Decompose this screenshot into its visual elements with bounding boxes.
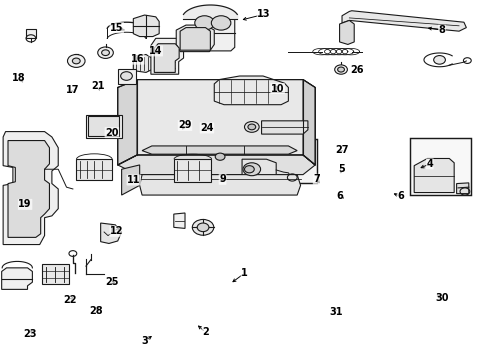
Polygon shape xyxy=(133,15,159,37)
Circle shape xyxy=(67,54,85,67)
Text: 6: 6 xyxy=(396,191,403,201)
Text: 30: 30 xyxy=(434,293,448,303)
Polygon shape xyxy=(173,213,184,228)
Text: 24: 24 xyxy=(200,123,213,133)
Circle shape xyxy=(197,223,208,231)
Text: 28: 28 xyxy=(89,306,102,316)
Polygon shape xyxy=(214,76,288,105)
Polygon shape xyxy=(303,80,315,165)
Circle shape xyxy=(194,16,214,30)
Polygon shape xyxy=(238,139,316,183)
Text: 15: 15 xyxy=(110,23,123,33)
Text: 3: 3 xyxy=(141,336,147,346)
Polygon shape xyxy=(86,115,122,138)
Text: 21: 21 xyxy=(91,81,105,91)
Polygon shape xyxy=(42,264,69,284)
Polygon shape xyxy=(140,175,300,195)
Polygon shape xyxy=(151,39,183,74)
Polygon shape xyxy=(118,155,315,175)
Circle shape xyxy=(243,163,260,176)
Text: 26: 26 xyxy=(349,64,363,75)
Text: 7: 7 xyxy=(313,174,319,184)
Text: 9: 9 xyxy=(219,174,225,184)
Polygon shape xyxy=(173,159,211,182)
Polygon shape xyxy=(101,223,122,243)
Text: 20: 20 xyxy=(105,128,119,138)
Polygon shape xyxy=(1,268,32,289)
Polygon shape xyxy=(341,11,466,31)
Circle shape xyxy=(337,67,344,72)
Polygon shape xyxy=(76,159,112,180)
Circle shape xyxy=(247,124,255,130)
Text: 4: 4 xyxy=(426,159,432,169)
Circle shape xyxy=(211,16,230,30)
Polygon shape xyxy=(195,17,234,51)
Polygon shape xyxy=(409,138,470,195)
Circle shape xyxy=(98,47,113,58)
Text: 8: 8 xyxy=(438,25,445,35)
Text: 19: 19 xyxy=(18,199,32,210)
Polygon shape xyxy=(26,30,36,39)
Text: 16: 16 xyxy=(130,54,143,64)
Text: 12: 12 xyxy=(110,226,123,236)
Text: 13: 13 xyxy=(257,9,270,19)
Polygon shape xyxy=(242,159,276,181)
Polygon shape xyxy=(456,183,468,194)
Circle shape xyxy=(433,55,445,64)
Circle shape xyxy=(72,58,80,64)
Text: 23: 23 xyxy=(23,329,37,339)
Text: 6: 6 xyxy=(336,191,342,201)
Text: 25: 25 xyxy=(105,277,119,287)
Polygon shape xyxy=(154,44,179,72)
Polygon shape xyxy=(243,118,312,136)
Polygon shape xyxy=(176,25,214,51)
Polygon shape xyxy=(142,146,297,154)
Polygon shape xyxy=(133,54,152,72)
Circle shape xyxy=(334,65,346,74)
Text: 18: 18 xyxy=(12,73,26,83)
Text: 1: 1 xyxy=(241,268,247,278)
Circle shape xyxy=(244,122,259,132)
Polygon shape xyxy=(88,116,119,136)
Text: 2: 2 xyxy=(202,327,208,337)
Text: 14: 14 xyxy=(149,46,162,56)
Circle shape xyxy=(102,50,109,55)
Polygon shape xyxy=(118,80,137,165)
Text: 17: 17 xyxy=(66,85,80,95)
Text: 29: 29 xyxy=(178,121,191,130)
Circle shape xyxy=(192,220,213,235)
Text: 11: 11 xyxy=(127,175,140,185)
Circle shape xyxy=(244,166,254,173)
Text: 31: 31 xyxy=(329,307,342,317)
Circle shape xyxy=(215,153,224,160)
Polygon shape xyxy=(3,132,58,244)
Polygon shape xyxy=(261,121,307,134)
Polygon shape xyxy=(180,28,210,50)
Text: 27: 27 xyxy=(335,144,348,154)
Text: 5: 5 xyxy=(338,164,345,174)
Circle shape xyxy=(121,72,132,80)
Polygon shape xyxy=(137,80,315,165)
Text: 22: 22 xyxy=(63,295,77,305)
Polygon shape xyxy=(8,140,49,237)
Polygon shape xyxy=(118,69,136,84)
Text: 10: 10 xyxy=(270,84,284,94)
Polygon shape xyxy=(413,158,453,193)
Polygon shape xyxy=(122,165,140,195)
Polygon shape xyxy=(339,21,353,44)
